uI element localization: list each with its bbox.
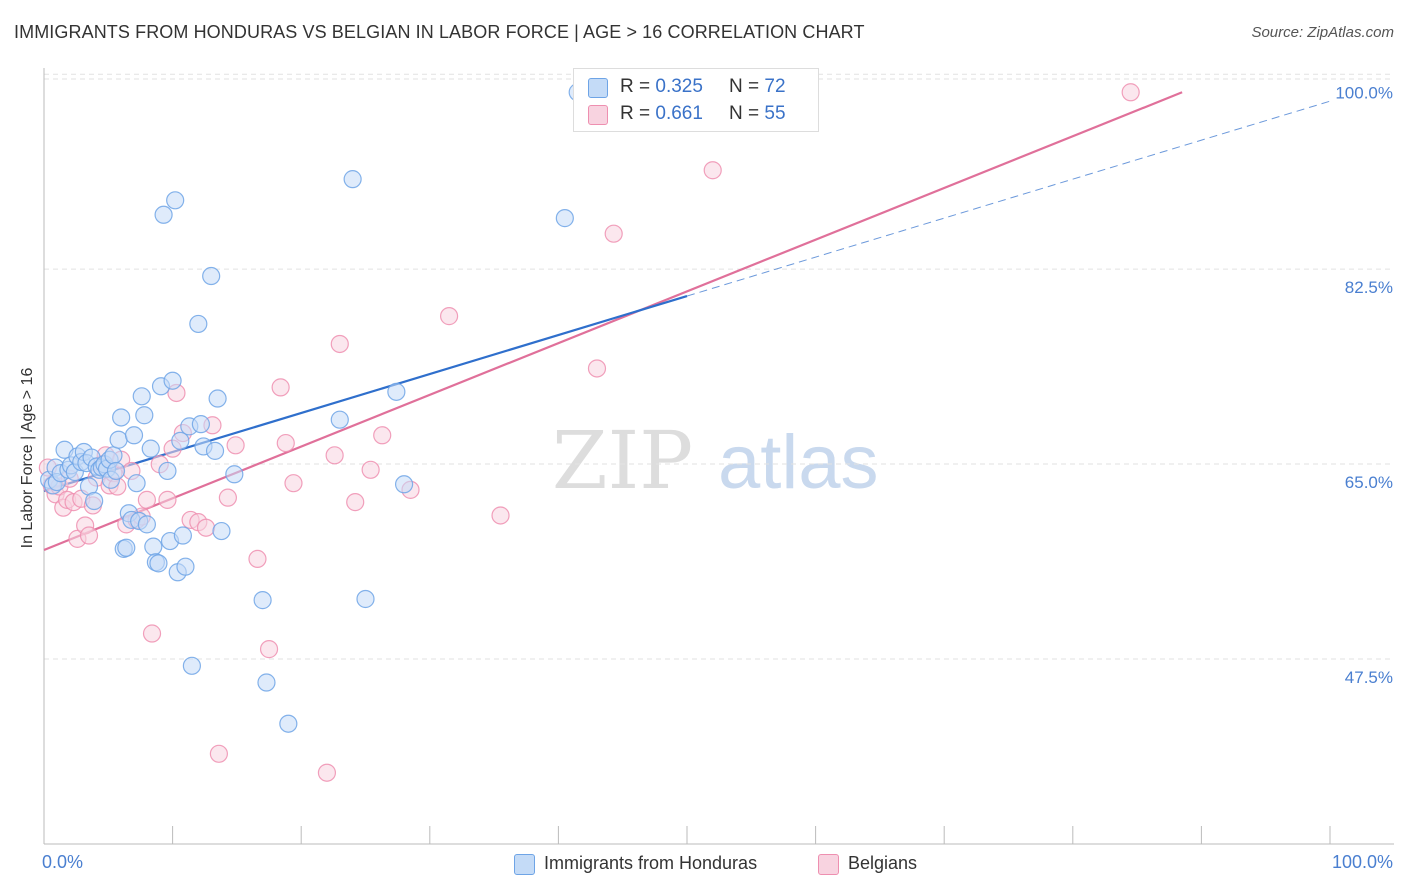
- legend-n: N = 55: [729, 103, 786, 124]
- point-belgians: [1121, 83, 1140, 102]
- stats-legend: R = 0.325 N = 72 R = 0.661 N = 55: [573, 68, 819, 132]
- chart-title: IMMIGRANTS FROM HONDURAS VS BELGIAN IN L…: [14, 22, 865, 42]
- point-honduras: [330, 410, 349, 429]
- point-belgians: [604, 224, 623, 243]
- point-honduras: [176, 557, 195, 576]
- point-honduras: [225, 465, 244, 484]
- legend-n-value: 55: [764, 103, 786, 124]
- watermark: ZIP atlas: [552, 414, 879, 507]
- legend-label: Belgians: [848, 853, 918, 873]
- point-belgians: [325, 446, 344, 465]
- source-note: Source: ZipAtlas.com: [1251, 24, 1394, 41]
- legend-swatch-blue: [514, 854, 535, 875]
- point-honduras: [279, 714, 298, 733]
- point-honduras: [173, 526, 192, 545]
- point-belgians: [209, 744, 228, 763]
- point-belgians: [248, 549, 267, 569]
- point-belgians: [317, 763, 337, 782]
- point-belgians: [271, 378, 290, 397]
- y-tick-label: 65.0%: [1345, 473, 1393, 492]
- trend-line-honduras: [43, 295, 688, 493]
- point-honduras: [158, 461, 177, 481]
- legend-r-value: 0.325: [655, 76, 703, 97]
- point-honduras: [182, 656, 201, 675]
- point-belgians: [330, 334, 349, 354]
- point-honduras: [257, 673, 276, 692]
- point-belgians: [284, 474, 303, 493]
- point-honduras: [387, 382, 406, 401]
- point-belgians: [373, 426, 392, 445]
- legend-r: R = 0.661: [620, 103, 703, 124]
- point-honduras: [212, 521, 231, 541]
- point-belgians: [137, 490, 156, 509]
- series-legend: Immigrants from Honduras Belgians: [0, 852, 1406, 878]
- y-axis-title: In Labor Force | Age > 16: [19, 367, 36, 549]
- legend-r-value: 0.661: [655, 103, 703, 124]
- point-honduras: [154, 205, 173, 224]
- point-honduras: [202, 266, 221, 286]
- point-honduras: [144, 537, 163, 556]
- point-belgians: [196, 518, 216, 537]
- point-honduras: [106, 461, 126, 481]
- point-honduras: [191, 415, 210, 434]
- legend-swatch-pink: [588, 105, 608, 125]
- legend-label: Immigrants from Honduras: [544, 853, 758, 873]
- y-tick-label: 47.5%: [1345, 668, 1393, 687]
- point-belgians: [218, 488, 237, 507]
- y-tick-label: 82.5%: [1345, 278, 1393, 297]
- point-honduras: [208, 389, 227, 408]
- legend-n: N = 72: [729, 76, 786, 97]
- point-honduras: [117, 538, 136, 557]
- y-tick-labels: 47.5% 65.0% 82.5% 100.0%: [1335, 83, 1393, 687]
- point-honduras: [163, 371, 182, 390]
- point-honduras: [149, 554, 168, 573]
- point-honduras: [166, 191, 185, 210]
- point-honduras: [132, 387, 151, 406]
- point-honduras: [137, 515, 156, 534]
- point-honduras: [253, 591, 272, 610]
- grid: [44, 73, 1394, 660]
- point-honduras: [135, 406, 154, 425]
- point-belgians: [142, 624, 162, 643]
- points: [38, 80, 1140, 782]
- point-belgians: [226, 436, 245, 455]
- point-belgians: [587, 359, 607, 378]
- point-honduras: [171, 431, 190, 450]
- axes: [43, 68, 1394, 845]
- y-tick-label: 100.0%: [1335, 83, 1393, 102]
- legend-n-value: 72: [764, 76, 786, 97]
- point-honduras: [189, 314, 208, 334]
- point-honduras: [109, 430, 128, 449]
- legend-r: R = 0.325: [620, 76, 703, 97]
- x-tick-label-max: 100.0%: [1331, 852, 1393, 872]
- point-belgians: [439, 307, 459, 326]
- point-belgians: [276, 433, 295, 453]
- watermark-zip: ZIP: [552, 414, 693, 507]
- legend-swatch-blue: [588, 78, 608, 98]
- point-honduras: [356, 589, 375, 609]
- point-honduras: [124, 426, 144, 445]
- point-belgians: [361, 460, 380, 479]
- point-honduras: [394, 475, 414, 494]
- point-honduras: [141, 439, 160, 458]
- point-belgians: [79, 526, 99, 545]
- point-belgians: [346, 493, 365, 512]
- x-tick-label-min: 0.0%: [42, 852, 84, 872]
- point-belgians: [703, 161, 722, 180]
- point-honduras: [205, 441, 225, 460]
- point-honduras: [104, 446, 123, 465]
- point-belgians: [259, 640, 279, 659]
- point-honduras: [85, 491, 104, 511]
- point-honduras: [343, 170, 362, 189]
- watermark-atlas: atlas: [718, 420, 879, 505]
- trend-extension-honduras: [686, 100, 1331, 297]
- point-belgians: [158, 490, 177, 509]
- point-belgians: [491, 506, 510, 525]
- point-honduras: [127, 474, 146, 493]
- point-honduras: [555, 209, 574, 228]
- point-honduras: [112, 408, 131, 427]
- legend-swatch-pink: [818, 854, 839, 875]
